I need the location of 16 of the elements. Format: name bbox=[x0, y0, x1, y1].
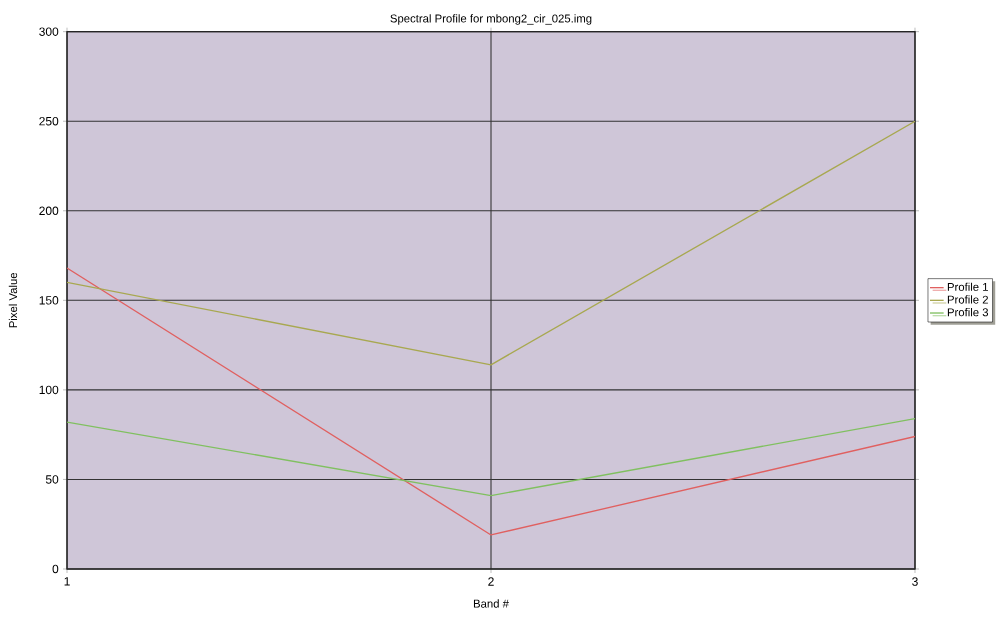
x-tick-label: 3 bbox=[912, 577, 918, 586]
x-tick-label: 2 bbox=[488, 577, 494, 586]
x-tick-label: 1 bbox=[64, 577, 70, 586]
y-tick-label: 150 bbox=[39, 296, 59, 305]
legend-label: Profile 1 bbox=[947, 282, 988, 291]
y-tick-label: 200 bbox=[39, 206, 59, 216]
y-tick-label: 300 bbox=[39, 27, 59, 36]
y-tick-label: 0 bbox=[52, 564, 59, 574]
y-tick-label: 100 bbox=[39, 385, 59, 395]
y-tick-label: 250 bbox=[39, 116, 59, 126]
chart-title: Spectral Profile for mbong2_cir_025.img bbox=[390, 14, 592, 25]
legend-label: Profile 3 bbox=[947, 307, 989, 317]
legend-label: Profile 2 bbox=[947, 295, 988, 304]
y-axis-title: Pixel Value bbox=[8, 272, 18, 328]
x-axis-title: Band # bbox=[473, 599, 509, 608]
y-tick-label: 50 bbox=[45, 475, 59, 484]
